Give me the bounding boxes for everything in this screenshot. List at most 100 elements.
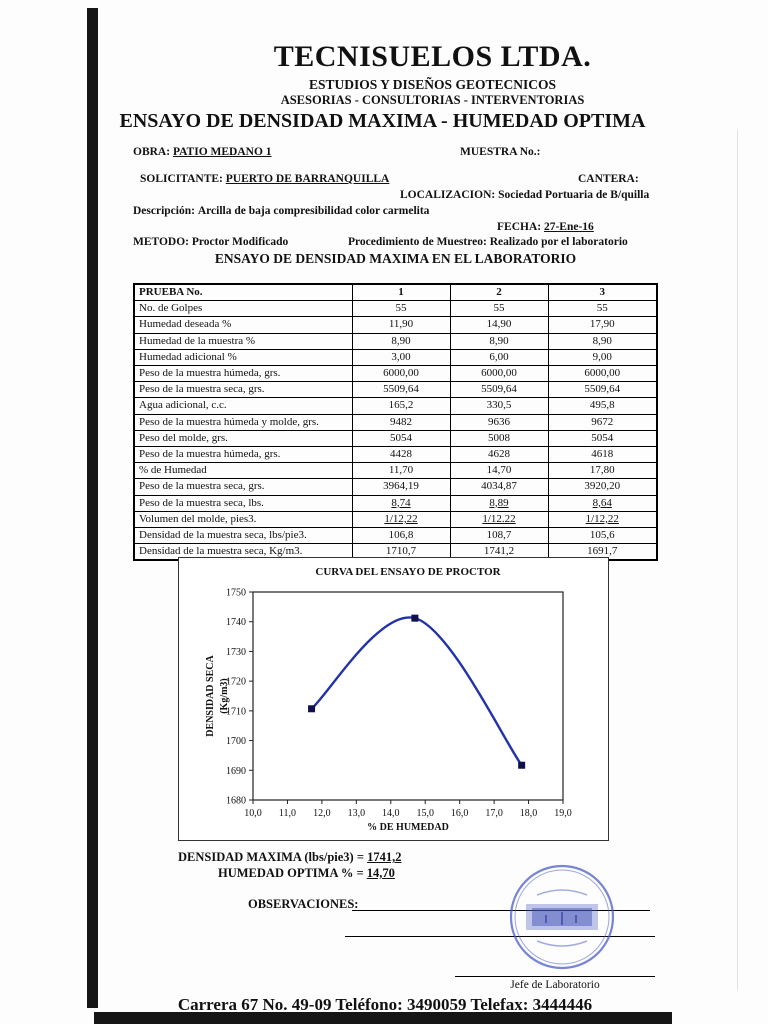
x-tick-label: 17,0 <box>485 808 503 819</box>
row-label-cell: Peso de la muestra húmeda, grs. <box>133 365 353 383</box>
value-cell: 3964,19 <box>351 478 451 496</box>
descripcion-value: Arcilla de baja compresibilidad color ca… <box>197 205 430 217</box>
value-cell: 9636 <box>449 413 549 431</box>
y-tick-label: 1730 <box>226 647 246 658</box>
value-cell: 5008 <box>449 429 549 448</box>
proctor-curve-chart: CURVA DEL ENSAYO DE PROCTOR 1680 1690 1700 1… <box>178 557 609 841</box>
value-cell: 4628 <box>449 446 549 464</box>
row-label-cell: Peso de la muestra seca, lbs. <box>133 494 353 512</box>
table-header-cell: PRUEBA No. <box>133 283 353 302</box>
row-label-cell: Peso de la muestra seca, grs. <box>133 478 353 496</box>
descripcion-label: Descripción: <box>133 205 195 217</box>
value-cell: 1/12.22 <box>449 510 549 529</box>
value-cell: 3,00 <box>351 348 451 367</box>
row-label-cell: % de Humedad <box>133 462 353 480</box>
value-cell: 5509,64 <box>547 381 658 399</box>
table-header-row: PRUEBA No. 1 2 3 <box>133 283 658 302</box>
fecha-value: 27-Ene-16 <box>543 221 594 233</box>
cantera-label: CANTERA: <box>578 173 639 185</box>
row-label-cell: Peso del molde, grs. <box>133 429 353 448</box>
x-tick-label: 19,0 <box>554 808 572 819</box>
value-cell: 3920,20 <box>547 478 658 496</box>
x-tick-label: 16,0 <box>451 808 469 819</box>
solicitante-label: SOLICITANTE: <box>140 173 223 185</box>
muestra-label: MUESTRA No.: <box>460 146 541 158</box>
value-cell: 6,00 <box>449 348 549 367</box>
table-row: Peso de la muestra seca, lbs. 8,74 8,89 8,6… <box>133 494 658 512</box>
field-muestra: MUESTRA No.: <box>460 146 541 158</box>
y-axis-title-units: (Kg/m3) <box>219 678 230 714</box>
value-cell: 6000,00 <box>449 365 549 383</box>
table-row: Densidad de la muestra seca, lbs/pie3. 10… <box>133 527 658 545</box>
value-cell: 8,90 <box>351 332 451 350</box>
table-row: No. de Golpes 55 55 55 <box>133 300 658 318</box>
scan-artifact-line <box>737 130 738 990</box>
value-cell: 1/12,22 <box>547 510 658 529</box>
metodo-value: Proctor Modificado <box>191 236 289 248</box>
value-cell: 108,7 <box>449 527 549 545</box>
footer-address: Carrera 67 No. 49-09 Teléfono: 3490059 T… <box>177 995 593 1014</box>
field-descripcion: Descripción: Arcilla de baja compresibil… <box>133 205 429 217</box>
value-cell: 4034,87 <box>449 478 549 496</box>
table-row: Peso de la muestra seca, grs. 5509,64 5509… <box>133 381 658 399</box>
company-subtitle-2: ASESORIAS - CONSULTORIAS - INTERVENTORIA… <box>280 93 585 107</box>
row-label-cell: Peso de la muestra seca, grs. <box>133 381 353 399</box>
humedad-optima-result: HUMEDAD OPTIMA % = 14,70 <box>218 866 395 881</box>
row-label-cell: Humedad deseada % <box>133 316 353 334</box>
table-row: Peso de la muestra seca, grs. 3964,19 4034… <box>133 478 658 496</box>
data-point-marker <box>411 614 419 622</box>
table-row: Humedad adicional % 3,00 6,00 9,00 <box>133 348 658 367</box>
row-label-cell: Humedad adicional % <box>133 348 353 367</box>
observaciones-label: OBSERVACIONES: <box>248 897 359 911</box>
obra-value: PATIO MEDANO 1 <box>172 146 272 158</box>
table-row: Peso de la muestra húmeda y molde, grs. 9… <box>133 413 658 431</box>
jefe-laboratorio-label: Jefe de Laboratorio <box>510 979 600 991</box>
data-point-marker <box>518 761 526 769</box>
y-tick-label: 1690 <box>226 766 246 777</box>
x-axis-title: % DE HUMEDAD <box>367 822 449 833</box>
humedad-optima-value: 14,70 <box>366 866 395 880</box>
row-label-cell: Peso de la muestra húmeda, grs. <box>133 446 353 464</box>
row-label-cell: Humedad de la muestra % <box>133 332 353 350</box>
table-row: Volumen del molde, pies3. 1/12,22 1/12.22 1… <box>133 510 658 529</box>
x-tick-label: 10,0 <box>244 808 262 819</box>
fecha-label: FECHA: <box>497 221 542 233</box>
table-row: Agua adicional, c.c. 165,2 330,5 495,8 <box>133 397 658 415</box>
value-cell: 4428 <box>351 446 451 464</box>
obra-label: OBRA: <box>133 146 171 158</box>
table-row: Humedad de la muestra % 8,90 8,90 8,90 <box>133 332 658 350</box>
section-title: ENSAYO DE DENSIDAD MAXIMA EN EL LABORATO… <box>214 251 577 266</box>
field-localizacion: LOCALIZACION: Sociedad Portuaria de B/qu… <box>400 189 649 201</box>
value-cell: 55 <box>547 300 658 318</box>
x-tick-label: 11,0 <box>279 808 296 819</box>
scan-edge-left <box>87 8 98 1008</box>
value-cell: 5054 <box>351 429 451 448</box>
value-cell: 8,90 <box>449 332 549 350</box>
chart-title: CURVA DEL ENSAYO DE PROCTOR <box>315 566 501 578</box>
y-tick-label: 1720 <box>226 677 246 688</box>
table-row: Peso de la muestra húmeda, grs. 4428 4628 4… <box>133 446 658 464</box>
laboratory-stamp-icon <box>509 864 615 970</box>
value-cell: 330,5 <box>449 397 549 415</box>
row-label-cell: Peso de la muestra húmeda y molde, grs. <box>133 413 353 431</box>
y-tick-label: 1680 <box>226 796 246 807</box>
field-fecha: FECHA: 27-Ene-16 <box>497 221 594 233</box>
row-label-cell: Volumen del molde, pies3. <box>133 510 353 529</box>
localizacion-value: Sociedad Portuaria de B/quilla <box>498 189 650 201</box>
value-cell: 106,8 <box>351 527 451 545</box>
proctor-test-table: PRUEBA No. 1 2 3 No. de Golpes 55 55 55 Humedad… <box>133 283 658 562</box>
table-row: % de Humedad 11,70 14,70 17,80 <box>133 462 658 480</box>
muestreo-label: Procedimiento de Muestreo: <box>348 236 487 248</box>
value-cell: 1710,7 <box>351 543 451 561</box>
table-header-cell: 1 <box>351 283 451 302</box>
densidad-maxima-label: DENSIDAD MAXIMA (lbs/pie3) = <box>178 850 364 864</box>
densidad-maxima-value: 1741,2 <box>367 850 402 864</box>
x-tick-label: 12,0 <box>313 808 331 819</box>
document-title: ENSAYO DE DENSIDAD MAXIMA - HUMEDAD OPTI… <box>119 110 646 132</box>
y-tick-label: 1740 <box>226 617 246 628</box>
value-cell: 495,8 <box>547 397 658 415</box>
table-row: Peso de la muestra húmeda, grs. 6000,00 60… <box>133 365 658 383</box>
value-cell: 17,90 <box>547 316 658 334</box>
value-cell: 8,74 <box>351 494 451 512</box>
